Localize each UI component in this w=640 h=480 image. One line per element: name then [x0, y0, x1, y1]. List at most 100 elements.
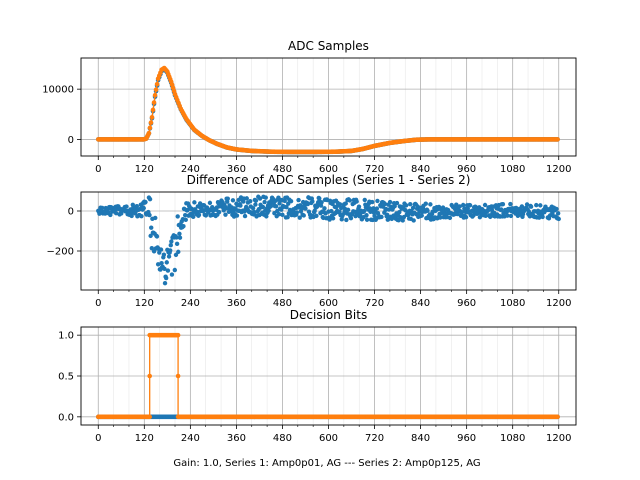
- data-point: [153, 87, 159, 92]
- data-point: [364, 213, 369, 218]
- data-point: [172, 267, 178, 273]
- x-tick-label: 960: [457, 164, 476, 175]
- data-point: [374, 206, 380, 211]
- data-point: [147, 212, 152, 218]
- y-tick-label: 0.5: [58, 372, 74, 383]
- data-point: [385, 212, 390, 218]
- data-point: [164, 260, 169, 265]
- data-point: [288, 198, 294, 204]
- x-tick-label: 480: [273, 164, 292, 175]
- data-point: [356, 204, 362, 209]
- data-point: [175, 214, 180, 219]
- data-point: [250, 206, 256, 211]
- x-tick-label: 120: [135, 164, 154, 175]
- y-tick-label: 0.0: [58, 412, 74, 423]
- data-point: [337, 202, 343, 207]
- data-point: [460, 202, 466, 208]
- data-point: [318, 203, 324, 208]
- data-point: [329, 208, 334, 214]
- data-point: [177, 231, 182, 237]
- data-point: [463, 214, 469, 220]
- data-point: [223, 212, 228, 217]
- data-point: [191, 214, 196, 220]
- data-point: [330, 216, 336, 221]
- data-point: [166, 254, 172, 259]
- data-point: [364, 217, 370, 222]
- x-tick-label: 840: [411, 164, 430, 175]
- figure-footer: Gain: 1.0, Series 1: Amp0p01, AG --- Ser…: [173, 458, 480, 469]
- data-point: [408, 201, 413, 207]
- data-point: [370, 199, 375, 205]
- data-point: [279, 207, 284, 212]
- data-point: [389, 216, 395, 222]
- x-tick-label: 1200: [546, 164, 571, 175]
- data-point: [296, 197, 301, 203]
- data-point: [182, 212, 188, 218]
- axes-title-3: Decision Bits: [290, 308, 367, 322]
- axes-title-1: ADC Samples: [288, 39, 369, 53]
- data-point: [134, 204, 140, 209]
- x-tick-label: 1200: [546, 298, 571, 309]
- data-point: [234, 213, 240, 218]
- data-point: [459, 209, 465, 215]
- data-point: [149, 115, 155, 120]
- x-tick-label: 0: [95, 298, 101, 309]
- data-point: [337, 209, 342, 214]
- y-tick-label: 10000: [42, 85, 74, 96]
- data-point: [147, 414, 152, 420]
- data-point: [165, 268, 171, 273]
- data-point: [280, 212, 285, 218]
- data-point: [301, 213, 306, 218]
- data-point: [230, 198, 236, 203]
- y-tick-label: 1.0: [58, 331, 74, 342]
- data-point: [327, 217, 332, 222]
- x-tick-label: 480: [273, 298, 292, 309]
- axes-2: 0 120 240 360 480 600 720 840 960 1080 1200 −200 0 Di…: [47, 173, 577, 309]
- data-point: [498, 207, 504, 212]
- data-point: [382, 201, 388, 207]
- x-tick-label: 720: [365, 433, 384, 444]
- data-point: [555, 137, 560, 142]
- data-point: [556, 216, 561, 222]
- x-tick-label: 120: [135, 433, 154, 444]
- data-point: [248, 199, 253, 204]
- data-point: [362, 197, 367, 203]
- data-point: [169, 239, 174, 244]
- data-point: [387, 199, 393, 205]
- data-point: [440, 205, 446, 210]
- data-point: [467, 203, 473, 208]
- data-point: [181, 224, 186, 229]
- data-point: [207, 200, 213, 206]
- data-point: [285, 214, 290, 220]
- data-point: [310, 199, 315, 204]
- data-point: [375, 198, 380, 204]
- data-point: [314, 213, 319, 219]
- data-point: [162, 266, 167, 272]
- data-point: [284, 205, 289, 210]
- data-point: [177, 235, 183, 240]
- data-point: [183, 217, 188, 223]
- data-point: [260, 204, 266, 210]
- data-point: [175, 332, 181, 338]
- x-tick-label: 960: [457, 433, 476, 444]
- x-tick-label: 720: [365, 164, 384, 175]
- data-point: [139, 214, 144, 219]
- data-point: [192, 200, 197, 205]
- data-point: [339, 217, 344, 222]
- data-point: [146, 130, 152, 136]
- data-point: [319, 200, 324, 205]
- y-tick-label: 0: [68, 207, 74, 218]
- data-point: [225, 196, 230, 201]
- data-point: [425, 208, 430, 213]
- data-point: [500, 202, 506, 207]
- data-point: [294, 210, 300, 215]
- axes-root: 0 120 240 360 480 600 720 840 960 1080 1200010000A…: [42, 39, 577, 444]
- x-tick-label: 360: [227, 298, 246, 309]
- data-point: [482, 202, 488, 208]
- data-point: [404, 203, 409, 208]
- data-point: [526, 209, 531, 214]
- data-point: [397, 209, 402, 215]
- plot-area-3: [95, 332, 560, 420]
- data-point: [406, 212, 411, 217]
- data-point: [253, 198, 259, 203]
